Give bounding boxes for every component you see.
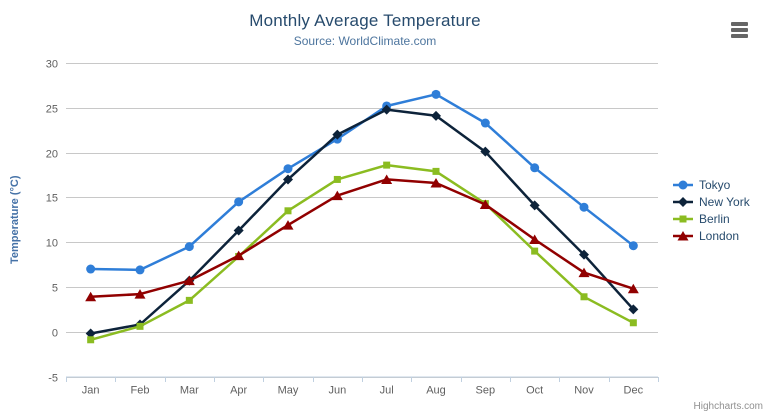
diamond-marker[interactable] bbox=[381, 104, 392, 115]
credits-link[interactable]: Highcharts.com bbox=[693, 401, 763, 412]
y-axis-tick-label: 15 bbox=[46, 193, 58, 205]
triangle-marker[interactable] bbox=[85, 291, 97, 302]
square-marker[interactable] bbox=[629, 319, 637, 327]
diamond-marker[interactable] bbox=[628, 304, 639, 315]
x-axis-tick-label: Aug bbox=[426, 385, 446, 397]
diamond-marker[interactable] bbox=[85, 328, 96, 339]
x-axis-tick-label: Sep bbox=[476, 385, 496, 397]
y-axis-tick-label: -5 bbox=[48, 373, 58, 385]
triangle-marker[interactable] bbox=[627, 283, 639, 294]
triangle-marker[interactable] bbox=[282, 220, 294, 230]
diamond-legend-marker-icon bbox=[673, 196, 693, 207]
square-marker[interactable] bbox=[383, 161, 391, 169]
y-axis-tick-label: 20 bbox=[46, 149, 58, 161]
triangle-marker[interactable] bbox=[578, 267, 590, 278]
square-marker[interactable] bbox=[87, 336, 95, 344]
series-line bbox=[89, 163, 635, 342]
legend-label: Tokyo bbox=[699, 177, 731, 192]
x-axis-tick-label: May bbox=[278, 385, 299, 397]
y-axis-tick-label: 30 bbox=[46, 59, 58, 71]
circle-marker[interactable] bbox=[530, 163, 540, 173]
circle-marker[interactable] bbox=[184, 242, 194, 252]
circle-marker[interactable] bbox=[431, 89, 441, 99]
x-axis-tick-label: Nov bbox=[574, 385, 594, 397]
circle-marker[interactable] bbox=[234, 197, 244, 207]
series-line bbox=[89, 108, 635, 335]
square-marker[interactable] bbox=[333, 175, 341, 183]
circle-marker[interactable] bbox=[86, 264, 96, 274]
series-line bbox=[89, 93, 635, 272]
hamburger-icon bbox=[731, 28, 748, 32]
chart-subtitle: Source: WorldClimate.com bbox=[293, 34, 437, 48]
y-axis-tick-label: 5 bbox=[52, 283, 58, 295]
circle-marker[interactable] bbox=[579, 202, 589, 212]
square-marker[interactable] bbox=[580, 293, 588, 301]
circle-legend-marker-icon bbox=[673, 180, 693, 189]
legend-label: New York bbox=[699, 194, 750, 209]
triangle-marker[interactable] bbox=[430, 178, 442, 188]
x-axis-tick-label: Dec bbox=[624, 385, 644, 397]
legend: Tokyo New York Berlin London bbox=[672, 176, 750, 244]
square-marker[interactable] bbox=[284, 207, 292, 215]
x-axis-tick-label: Jan bbox=[82, 385, 100, 397]
square-marker bbox=[679, 215, 687, 222]
hamburger-icon bbox=[731, 34, 748, 38]
chart-title: Monthly Average Temperature bbox=[249, 11, 481, 30]
triangle-marker bbox=[677, 230, 689, 240]
x-axis-tick-label: Jul bbox=[380, 385, 394, 397]
legend-label: London bbox=[699, 228, 740, 243]
series-tokyo bbox=[86, 89, 638, 275]
series-line bbox=[89, 178, 635, 299]
hamburger-icon bbox=[731, 22, 748, 26]
circle-marker[interactable] bbox=[283, 164, 293, 174]
circle-marker bbox=[678, 180, 688, 189]
triangle-marker[interactable] bbox=[233, 250, 245, 261]
y-axis-tick-label: 10 bbox=[46, 238, 58, 250]
diamond-marker bbox=[678, 196, 688, 207]
triangle-marker[interactable] bbox=[183, 275, 195, 286]
circle-marker[interactable] bbox=[628, 241, 638, 251]
x-axis-tick-label: Apr bbox=[230, 385, 247, 397]
triangle-marker[interactable] bbox=[331, 190, 343, 201]
legend-item-tokyo[interactable]: Tokyo bbox=[672, 176, 750, 193]
diamond-marker[interactable] bbox=[233, 225, 244, 236]
diamond-marker[interactable] bbox=[579, 249, 589, 260]
x-axis-tick-label: Oct bbox=[526, 385, 543, 397]
legend-item-new-york[interactable]: New York bbox=[672, 193, 750, 210]
legend-item-london[interactable]: London bbox=[672, 227, 750, 244]
diamond-marker[interactable] bbox=[480, 146, 491, 157]
circle-marker[interactable] bbox=[480, 118, 490, 128]
x-axis-tick-label: Feb bbox=[131, 385, 150, 397]
square-marker[interactable] bbox=[185, 296, 193, 304]
diamond-marker[interactable] bbox=[283, 174, 293, 185]
diamond-marker[interactable] bbox=[332, 129, 343, 140]
context-menu-button[interactable] bbox=[729, 20, 751, 40]
legend-label: Berlin bbox=[699, 211, 730, 226]
triangle-marker[interactable] bbox=[381, 174, 393, 184]
square-marker[interactable] bbox=[432, 167, 440, 175]
circle-marker[interactable] bbox=[135, 265, 145, 275]
diamond-marker[interactable] bbox=[529, 200, 540, 211]
y-axis-tick-label: 0 bbox=[52, 328, 58, 340]
y-axis-title: Temperature (°C) bbox=[9, 175, 21, 264]
triangle-marker[interactable] bbox=[529, 234, 541, 244]
triangle-marker[interactable] bbox=[134, 289, 146, 299]
diamond-marker[interactable] bbox=[431, 110, 441, 121]
x-axis-tick-label: Jun bbox=[328, 385, 346, 397]
legend-item-berlin[interactable]: Berlin bbox=[672, 210, 750, 227]
y-axis-tick-label: 25 bbox=[46, 104, 58, 116]
series-london bbox=[85, 174, 639, 302]
square-marker[interactable] bbox=[136, 322, 144, 330]
triangle-legend-marker-icon bbox=[673, 230, 693, 240]
triangle-marker[interactable] bbox=[479, 199, 491, 210]
series-new-york bbox=[85, 104, 639, 339]
x-axis-tick-label: Mar bbox=[180, 385, 199, 397]
square-legend-marker-icon bbox=[673, 215, 693, 222]
square-marker[interactable] bbox=[531, 247, 539, 255]
